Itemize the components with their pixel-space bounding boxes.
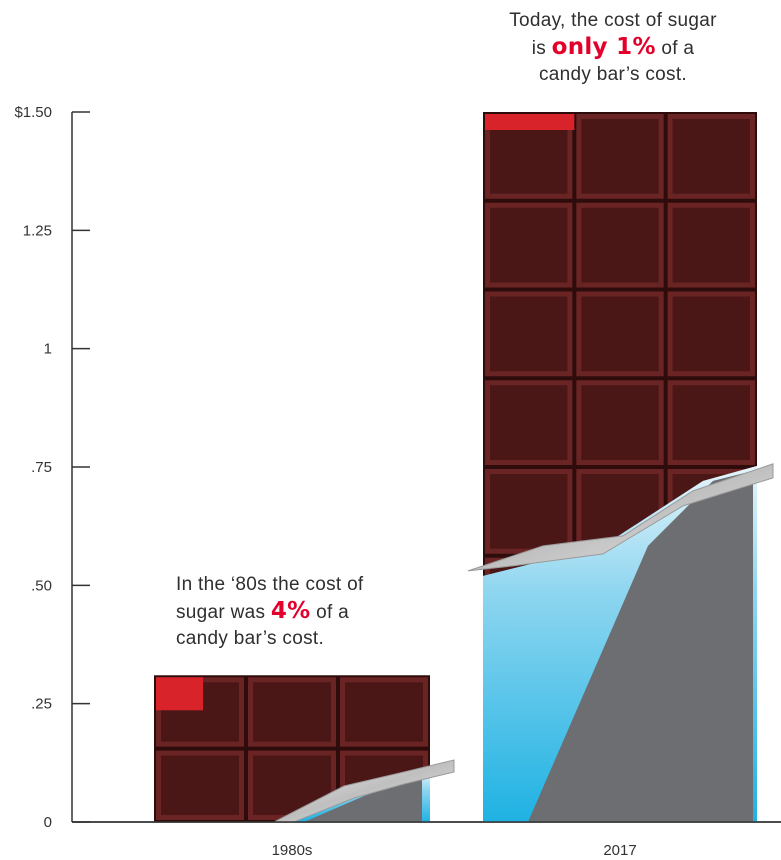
chocolate-piece-face bbox=[672, 296, 750, 372]
annotation-2017-text-end: of a candy bar’s cost. bbox=[538, 38, 695, 85]
chocolate-piece-face bbox=[490, 119, 568, 194]
chocolate-piece-face bbox=[490, 296, 568, 372]
foil-edge bbox=[467, 463, 774, 572]
annotation-1980s-text-end: of a candy bar’s cost. bbox=[176, 602, 350, 649]
chocolate-piece-face bbox=[581, 207, 659, 283]
chocolate-piece-face bbox=[581, 119, 659, 194]
x-category-label: 2017 bbox=[603, 842, 636, 859]
sugar-share bbox=[485, 114, 575, 130]
annotation-1980s: In the ‘80s the cost of sugar was 4% of … bbox=[176, 572, 406, 652]
y-tick-label: .75 bbox=[31, 459, 52, 476]
y-tick-label: 0 bbox=[44, 814, 52, 831]
chocolate-piece-face bbox=[253, 682, 331, 742]
y-tick-label: $1.50 bbox=[14, 104, 52, 121]
chocolate-piece-face bbox=[581, 296, 659, 372]
annotation-2017-highlight: only 1% bbox=[551, 34, 656, 60]
chocolate-piece-face bbox=[672, 119, 750, 194]
x-category-label: 1980s bbox=[272, 842, 313, 859]
chocolate-piece-face bbox=[490, 385, 568, 460]
chocolate-piece-face bbox=[490, 474, 568, 549]
sugar-share bbox=[156, 677, 204, 711]
chocolate-piece-face bbox=[581, 385, 659, 460]
bar-2017: 2017 bbox=[467, 112, 774, 859]
chocolate-piece-face bbox=[490, 207, 568, 283]
annotation-1980s-text: In the ‘80s the cost of sugar was bbox=[176, 574, 364, 623]
foil-edge bbox=[273, 759, 455, 823]
chocolate-piece-face bbox=[161, 755, 239, 815]
chocolate-piece-face bbox=[345, 682, 423, 742]
chocolate-piece-face bbox=[672, 385, 750, 460]
y-tick-label: 1 bbox=[44, 341, 52, 358]
wrapper-gray bbox=[528, 470, 753, 822]
annotation-2017-text: Today, the cost of sugar is bbox=[509, 10, 717, 59]
chocolate-piece-face bbox=[672, 207, 750, 283]
y-tick-label: .50 bbox=[31, 577, 52, 594]
y-tick-label: .25 bbox=[31, 696, 52, 713]
annotation-2017: Today, the cost of sugar is only 1% of a… bbox=[508, 8, 718, 88]
annotation-1980s-highlight: 4% bbox=[270, 598, 311, 624]
y-tick-label: 1.25 bbox=[23, 222, 52, 239]
bar-1980s: 1980s bbox=[154, 675, 455, 859]
